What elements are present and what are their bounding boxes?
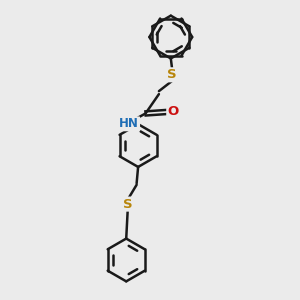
Text: S: S (123, 198, 133, 211)
Text: O: O (167, 106, 178, 118)
Text: HN: HN (119, 117, 139, 130)
Text: S: S (167, 68, 177, 81)
